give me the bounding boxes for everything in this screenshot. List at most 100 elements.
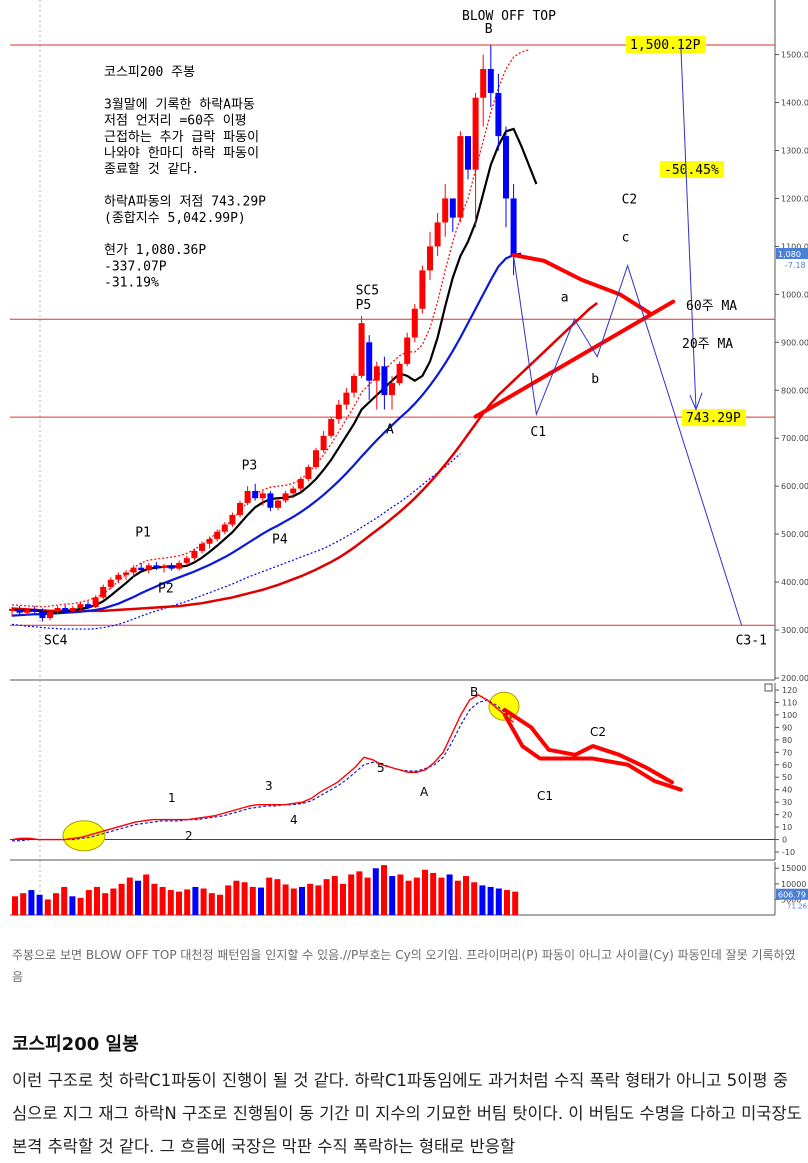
volume-bar [77, 897, 84, 915]
note-line: 저점 언저리 =60주 이평 [104, 114, 247, 129]
candle-body [503, 136, 509, 199]
ma5-line [11, 127, 538, 614]
volume-bar [135, 880, 141, 915]
osc-tick-label: -10 [782, 848, 795, 857]
volume-bar [454, 880, 461, 915]
current-price-tag [776, 248, 808, 259]
candle-body [267, 493, 274, 508]
osc-tick-label: 20 [782, 811, 792, 820]
price-tick-label: 400.00 [781, 578, 808, 587]
vol-current-tag [776, 888, 808, 900]
target-arrow-head [689, 392, 703, 411]
candle-body [396, 363, 403, 384]
candle-body [252, 490, 259, 499]
candle-body [9, 608, 15, 611]
wave-label-P3: P3 [242, 458, 258, 473]
osc-tick-label: 70 [782, 748, 792, 757]
osc-expand-icon [764, 683, 773, 692]
volume-bar [53, 893, 59, 915]
volume-bar [446, 874, 453, 915]
note-line: 근접하는 추가 급락 파동이 [104, 130, 259, 145]
volume-bar [413, 877, 420, 915]
candle-body [153, 565, 160, 568]
candle-body [320, 435, 327, 451]
volume-bar [44, 899, 51, 915]
volume-bar [176, 891, 182, 915]
candle-body [168, 565, 175, 569]
candle-body [259, 493, 266, 499]
candle-body [389, 383, 395, 396]
candle-body [449, 198, 456, 218]
candle-body [465, 136, 471, 170]
volume-bar [372, 868, 379, 915]
volume-bar [397, 874, 404, 915]
wave-label-C2: C2 [622, 192, 638, 207]
candle-body [100, 586, 107, 598]
volume-bar [258, 887, 264, 915]
level-1500-label: 1,500.12P [630, 38, 701, 53]
ma60-line [11, 301, 598, 613]
candle-body [297, 478, 304, 489]
vol-current-label: 606.79 [778, 891, 806, 900]
osc-wave-label-C1: C1 [537, 789, 553, 803]
target-projection-line [680, 44, 697, 410]
osc-tick-label: 100 [782, 711, 797, 720]
volume-bar [348, 874, 355, 915]
wave-label-C3-1: C3-1 [736, 633, 767, 648]
candle-body [31, 609, 38, 612]
volume-bar [389, 876, 396, 915]
candle-body [480, 68, 487, 98]
volume-bar [200, 888, 207, 915]
candle-body [183, 558, 190, 563]
candle-body [305, 467, 312, 479]
volume-bar [430, 872, 437, 915]
price-tick-label: 1400.00 [781, 99, 808, 108]
volume-bar [315, 885, 322, 915]
osc-forecast-line [502, 712, 683, 792]
osc-tick-label: 120 [782, 686, 797, 695]
candle-body [130, 567, 137, 573]
volume-bar [217, 894, 223, 915]
candle-body [16, 608, 23, 613]
level-743-label-bg [682, 409, 746, 427]
volume-bar [69, 896, 76, 915]
note-line: 현가 1,080.36P [104, 243, 206, 258]
candle-body [510, 198, 517, 256]
volume-bar [438, 877, 445, 915]
volume-bar [192, 886, 199, 915]
note-line: (종합지수 5,042.99P) [104, 211, 246, 226]
wave-label-B: B [485, 22, 493, 37]
volume-bar [479, 885, 486, 915]
chart-title: BLOW OFF TOP [462, 9, 556, 24]
vol-tick-label: 15000 [781, 864, 806, 873]
note-line: -31.19% [104, 276, 159, 291]
osc-wave-label-C2: C2 [590, 725, 606, 739]
price-tick-label: 1000.00 [781, 290, 808, 299]
candle-body [237, 502, 243, 515]
candle-body [290, 488, 297, 494]
price-tick-label: 1100.00 [781, 242, 808, 251]
candle-body [123, 572, 129, 575]
osc-forecast-line [502, 707, 674, 785]
volume-bar [512, 891, 519, 915]
note-line: 종료할 것 같다. [104, 162, 199, 177]
candle-body [442, 198, 449, 223]
osc-tick-label: 60 [782, 761, 792, 770]
section-heading: 코스피200 일봉 [12, 1034, 139, 1055]
volume-bar [266, 877, 273, 915]
volume-bar [233, 880, 240, 915]
pct-drop-label: -50.45% [664, 163, 719, 178]
wave-label-C1: C1 [530, 425, 546, 440]
volume-bar [151, 883, 158, 915]
candle-body [275, 500, 281, 508]
price-tick-label: 900.00 [781, 338, 808, 347]
volume-bar [274, 879, 281, 915]
osc-tick-label: 90 [782, 723, 792, 732]
candle-body [77, 604, 84, 608]
ma20-line [11, 252, 522, 617]
osc-signal-line [12, 699, 514, 842]
volume-bar [110, 888, 117, 915]
volume-bar [356, 871, 363, 915]
osc-bottom-circle [62, 820, 106, 852]
candle-body [199, 543, 205, 551]
